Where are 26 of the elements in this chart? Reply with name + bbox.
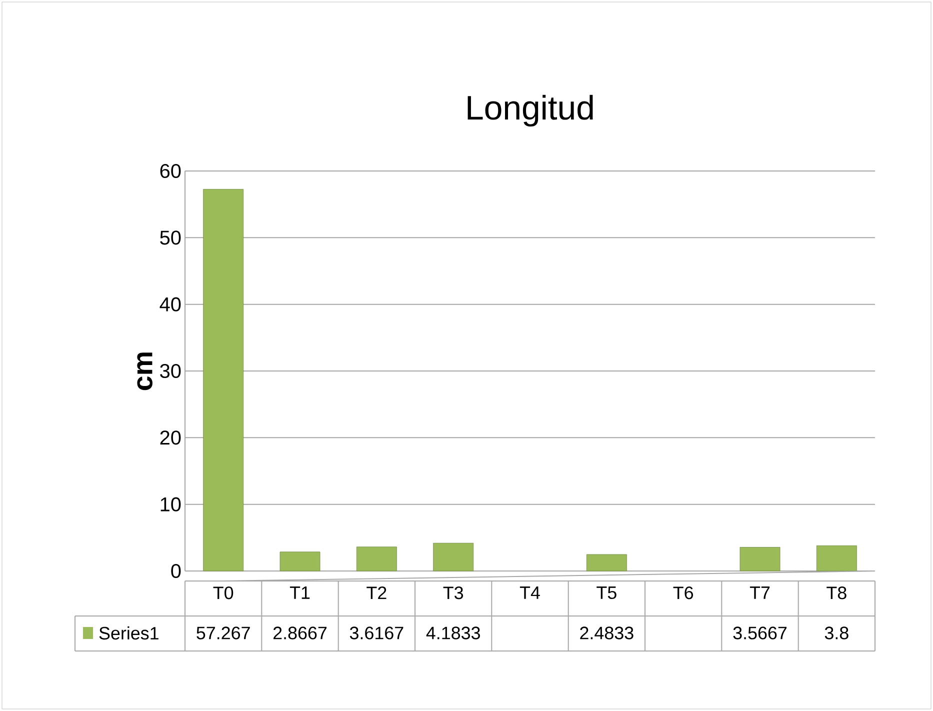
x-tick-label: T1 xyxy=(290,586,310,599)
y-axis-title: cm xyxy=(137,352,152,390)
x-tick-label: T0 xyxy=(213,586,234,600)
data-label: 2.4833 xyxy=(580,626,634,640)
x-tick-label: T8 xyxy=(826,586,846,600)
data-label: 3.5667 xyxy=(733,626,787,640)
y-tick-label: 30 xyxy=(160,364,181,378)
legend-label: Series1 xyxy=(99,626,158,640)
data-label: 2.8667 xyxy=(273,626,327,640)
x-tick-label: T5 xyxy=(596,586,616,600)
y-tick-label: 60 xyxy=(160,164,181,178)
x-tick-label: T7 xyxy=(750,586,770,599)
data-label: 3.6167 xyxy=(350,626,404,640)
data-label: 4.1833 xyxy=(426,626,480,640)
x-tick-label: T2 xyxy=(366,586,386,600)
y-tick-label: 0 xyxy=(171,564,181,578)
y-tick-label: 20 xyxy=(160,430,181,445)
chart-title: Longitud xyxy=(468,94,593,126)
data-label: 57.267 xyxy=(196,626,250,640)
x-tick-label: T4 xyxy=(520,586,540,599)
y-tick-label: 10 xyxy=(160,497,181,512)
y-tick-label: 40 xyxy=(160,297,181,312)
x-tick-label: T3 xyxy=(443,586,464,600)
x-tick-label: T6 xyxy=(673,586,694,600)
data-label: 3.8 xyxy=(824,626,848,640)
y-tick-label: 50 xyxy=(160,230,181,245)
